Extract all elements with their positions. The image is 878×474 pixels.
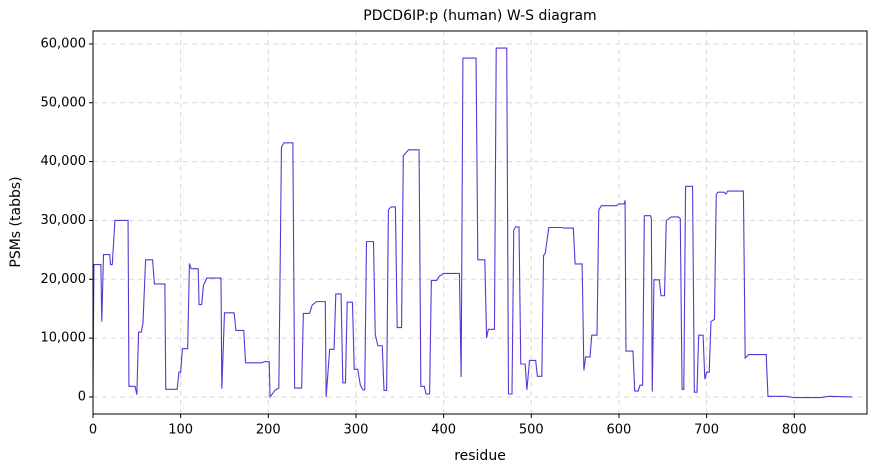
y-tick-label: 30,000 bbox=[41, 213, 87, 228]
x-tick-label: 0 bbox=[89, 423, 97, 438]
y-tick-label: 10,000 bbox=[41, 331, 87, 346]
y-axis-label: PSMs (tabbs) bbox=[8, 176, 24, 267]
data-line bbox=[92, 47, 853, 399]
plot-frame bbox=[92, 30, 868, 415]
x-axis-label: residue bbox=[454, 448, 506, 464]
x-tick-label: 600 bbox=[607, 423, 632, 438]
y-tick-label: 50,000 bbox=[41, 95, 87, 110]
y-tick-label: 40,000 bbox=[41, 154, 87, 169]
x-tick-label: 100 bbox=[168, 423, 193, 438]
y-tick-label: 20,000 bbox=[41, 272, 87, 287]
x-tick-label: 500 bbox=[519, 423, 544, 438]
x-tick-label: 800 bbox=[782, 423, 807, 438]
x-tick-label: 300 bbox=[344, 423, 369, 438]
x-tick-label: 400 bbox=[431, 423, 456, 438]
y-tick-label: 0 bbox=[78, 389, 86, 404]
x-tick-label: 200 bbox=[256, 423, 281, 438]
x-tick-label: 700 bbox=[694, 423, 719, 438]
y-tick-label: 60,000 bbox=[41, 36, 87, 51]
chart-title: PDCD6IP:p (human) W-S diagram bbox=[363, 8, 596, 24]
